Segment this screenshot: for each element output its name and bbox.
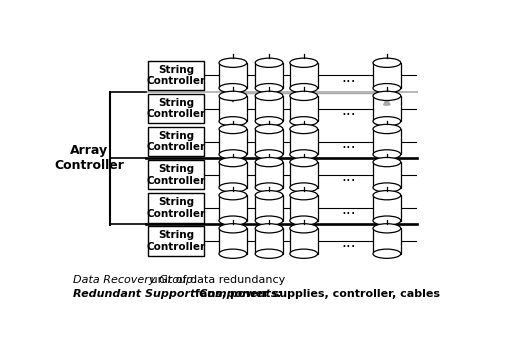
Ellipse shape [290, 216, 317, 225]
Ellipse shape [290, 124, 317, 133]
Ellipse shape [373, 91, 401, 101]
Bar [219, 162, 247, 187]
Text: String
Controller: String Controller [146, 164, 205, 186]
Bar [255, 228, 283, 254]
Bar [148, 226, 204, 256]
Ellipse shape [255, 58, 283, 67]
Ellipse shape [373, 84, 401, 93]
Text: String
Controller: String Controller [146, 230, 205, 252]
Bar [373, 195, 401, 221]
Ellipse shape [219, 183, 247, 192]
Bar [255, 162, 283, 187]
Bar [255, 96, 283, 121]
Text: Redundant Support Components:: Redundant Support Components: [73, 289, 282, 299]
Bar [219, 195, 247, 221]
Ellipse shape [373, 224, 401, 233]
Ellipse shape [255, 91, 283, 101]
Bar [255, 129, 283, 154]
Ellipse shape [373, 249, 401, 258]
Text: String
Controller: String Controller [146, 197, 205, 219]
Text: unit of data redundancy: unit of data redundancy [147, 275, 286, 285]
Bar [146, 224, 418, 225]
Ellipse shape [255, 216, 283, 225]
Bar [148, 61, 204, 90]
Ellipse shape [290, 91, 317, 101]
Bar [219, 96, 247, 121]
Text: ...: ... [341, 136, 356, 151]
Ellipse shape [219, 157, 247, 167]
Text: ...: ... [341, 169, 356, 184]
Text: ...: ... [341, 202, 356, 217]
Bar [219, 228, 247, 254]
Ellipse shape [373, 150, 401, 159]
Ellipse shape [219, 191, 247, 200]
Bar [148, 127, 204, 156]
Ellipse shape [255, 224, 283, 233]
Bar [290, 162, 317, 187]
Ellipse shape [255, 116, 283, 126]
Bar [148, 94, 204, 123]
Ellipse shape [219, 84, 247, 93]
Ellipse shape [219, 249, 247, 258]
Bar [373, 228, 401, 254]
Bar [148, 160, 204, 190]
Bar [373, 129, 401, 154]
Ellipse shape [255, 183, 283, 192]
Bar [255, 195, 283, 221]
Text: Array
Controller: Array Controller [54, 144, 124, 172]
Bar [290, 129, 317, 154]
Bar [290, 228, 317, 254]
Ellipse shape [219, 116, 247, 126]
Text: ...: ... [341, 103, 356, 118]
Ellipse shape [219, 216, 247, 225]
Ellipse shape [373, 116, 401, 126]
Ellipse shape [290, 191, 317, 200]
Ellipse shape [255, 150, 283, 159]
Ellipse shape [373, 157, 401, 167]
Ellipse shape [373, 183, 401, 192]
Bar [255, 63, 283, 88]
Ellipse shape [373, 124, 401, 133]
Ellipse shape [290, 58, 317, 67]
Text: String
Controller: String Controller [146, 98, 205, 119]
Bar [219, 129, 247, 154]
Ellipse shape [219, 124, 247, 133]
Ellipse shape [290, 183, 317, 192]
Ellipse shape [255, 191, 283, 200]
Text: Data Recovery Group:: Data Recovery Group: [73, 275, 197, 285]
Ellipse shape [290, 249, 317, 258]
Bar [219, 63, 247, 88]
Ellipse shape [219, 150, 247, 159]
Ellipse shape [373, 58, 401, 67]
Bar [373, 63, 401, 88]
Bar [290, 96, 317, 121]
Ellipse shape [255, 249, 283, 258]
Ellipse shape [219, 224, 247, 233]
Ellipse shape [290, 84, 317, 93]
Ellipse shape [290, 116, 317, 126]
Text: String
Controller: String Controller [146, 65, 205, 86]
Ellipse shape [290, 157, 317, 167]
Ellipse shape [373, 191, 401, 200]
Ellipse shape [373, 216, 401, 225]
Bar [373, 162, 401, 187]
Ellipse shape [290, 224, 317, 233]
Text: ...: ... [341, 70, 356, 84]
Text: fans, power supplies, controller, cables: fans, power supplies, controller, cables [191, 289, 439, 299]
Bar [290, 63, 317, 88]
Text: ...: ... [341, 235, 356, 250]
Ellipse shape [219, 91, 247, 101]
Text: String
Controller: String Controller [146, 131, 205, 152]
Ellipse shape [255, 124, 283, 133]
Ellipse shape [219, 58, 247, 67]
Ellipse shape [290, 150, 317, 159]
Ellipse shape [255, 157, 283, 167]
Ellipse shape [255, 84, 283, 93]
Bar [148, 193, 204, 222]
Bar [290, 195, 317, 221]
Bar [373, 96, 401, 121]
